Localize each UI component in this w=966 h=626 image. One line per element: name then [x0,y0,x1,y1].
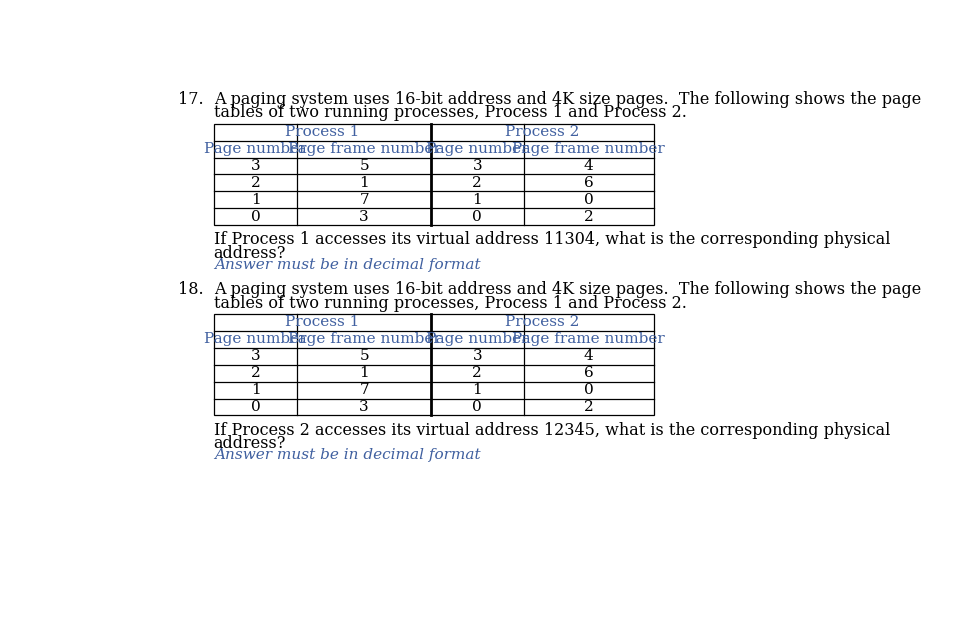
Text: 18.: 18. [178,282,204,299]
Text: Process 1: Process 1 [285,316,359,329]
Text: 1: 1 [472,193,482,207]
Text: Page frame number: Page frame number [288,142,440,156]
Text: 0: 0 [584,383,594,397]
Text: Page frame number: Page frame number [513,142,666,156]
Text: 0: 0 [472,210,482,224]
Text: 17.: 17. [178,91,204,108]
Text: 5: 5 [359,159,369,173]
Text: 1: 1 [472,383,482,397]
Text: 0: 0 [472,400,482,414]
Text: 3: 3 [472,349,482,363]
Text: 5: 5 [359,349,369,363]
Text: 0: 0 [251,210,261,224]
Text: Page number: Page number [426,332,528,346]
Text: 3: 3 [251,159,261,173]
Text: A paging system uses 16-bit address and 4K size pages.  The following shows the : A paging system uses 16-bit address and … [213,91,921,108]
Text: Answer must be in decimal format: Answer must be in decimal format [213,448,480,462]
Text: 3: 3 [359,400,369,414]
Text: 2: 2 [584,400,594,414]
Text: If Process 2 accesses its virtual address 12345, what is the corresponding physi: If Process 2 accesses its virtual addres… [213,422,890,439]
Text: Page number: Page number [426,142,528,156]
Text: Process 2: Process 2 [505,316,580,329]
Text: address?: address? [213,245,286,262]
Text: 3: 3 [472,159,482,173]
Text: 4: 4 [584,159,594,173]
Text: 7: 7 [359,383,369,397]
Text: 2: 2 [472,176,482,190]
Text: 1: 1 [251,193,261,207]
Text: 7: 7 [359,193,369,207]
Text: Page number: Page number [205,142,307,156]
Text: address?: address? [213,434,286,452]
Text: 1: 1 [251,383,261,397]
Text: Process 2: Process 2 [505,125,580,139]
Text: Page frame number: Page frame number [288,332,440,346]
Bar [213,123,654,225]
Text: Process 1: Process 1 [285,125,359,139]
Text: Page frame number: Page frame number [513,332,666,346]
Text: 0: 0 [251,400,261,414]
Text: tables of two running processes, Process 1 and Process 2.: tables of two running processes, Process… [213,295,687,312]
Bar [213,314,654,416]
Text: If Process 1 accesses its virtual address 11304, what is the corresponding physi: If Process 1 accesses its virtual addres… [213,232,891,249]
Text: 2: 2 [251,176,261,190]
Text: Page number: Page number [205,332,307,346]
Text: 3: 3 [359,210,369,224]
Text: 0: 0 [584,193,594,207]
Text: 6: 6 [584,176,594,190]
Text: 1: 1 [359,366,369,380]
Text: 2: 2 [584,210,594,224]
Text: 4: 4 [584,349,594,363]
Text: Answer must be in decimal format: Answer must be in decimal format [213,258,480,272]
Text: 2: 2 [472,366,482,380]
Text: A paging system uses 16-bit address and 4K size pages.  The following shows the : A paging system uses 16-bit address and … [213,282,921,299]
Text: 6: 6 [584,366,594,380]
Text: tables of two running processes, Process 1 and Process 2.: tables of two running processes, Process… [213,105,687,121]
Text: 1: 1 [359,176,369,190]
Text: 3: 3 [251,349,261,363]
Text: 2: 2 [251,366,261,380]
